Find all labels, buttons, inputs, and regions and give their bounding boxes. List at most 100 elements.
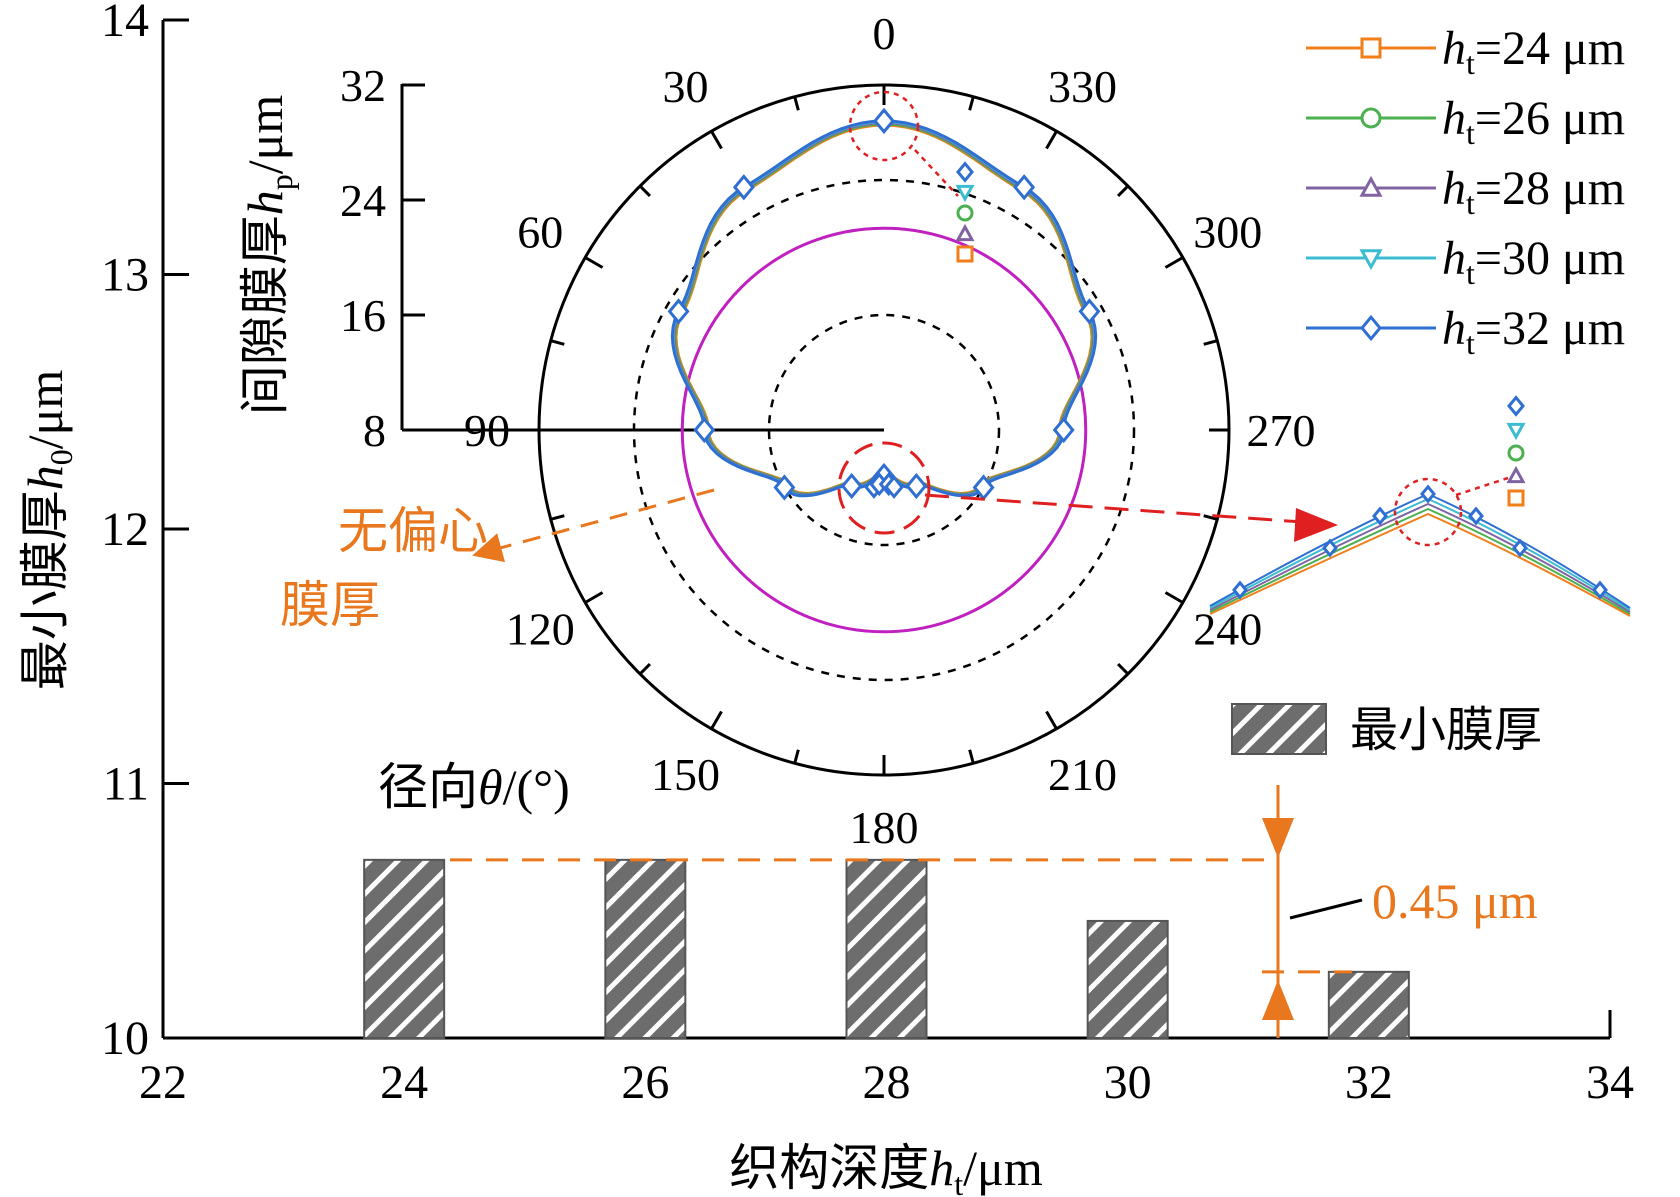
angle-tick-label: 180 bbox=[850, 802, 919, 853]
zoom-series-line bbox=[1209, 497, 1631, 611]
diamond-marker bbox=[732, 174, 755, 201]
legend-label: ht=28 μm bbox=[1442, 162, 1625, 221]
angle-tick-label: 90 bbox=[464, 405, 510, 456]
y-tick-label: 13 bbox=[101, 249, 149, 302]
polar-series-line bbox=[674, 123, 1094, 495]
radial-tick-label: 16 bbox=[340, 290, 386, 341]
square-marker bbox=[1360, 37, 1382, 59]
no-eccentric-label-line2: 膜厚 bbox=[280, 577, 380, 633]
polar-angle-tick bbox=[584, 591, 604, 604]
bar bbox=[1327, 970, 1410, 1040]
y-tick-label: 12 bbox=[101, 503, 149, 556]
angle-axis-title: 径向θ/(°) bbox=[378, 759, 570, 815]
x-axis-title: 织构深度ht/μm bbox=[729, 1140, 1043, 1197]
diamond-marker bbox=[1360, 314, 1382, 342]
zoom-leader-top bbox=[914, 149, 959, 197]
polar-angle-tick bbox=[968, 96, 975, 111]
angle-tick-label: 60 bbox=[517, 207, 563, 258]
polar-angle-tick bbox=[1203, 514, 1218, 521]
legend-label: ht=24 μm bbox=[1442, 22, 1625, 81]
x-tick-label: 26 bbox=[621, 1056, 669, 1109]
polar-angle-tick bbox=[793, 749, 800, 764]
diamond-marker bbox=[1232, 580, 1248, 600]
y-axis-title: 最小膜厚h0/μm bbox=[17, 370, 79, 691]
diamond-marker bbox=[873, 107, 895, 135]
diamond-marker bbox=[1420, 484, 1436, 504]
zoom-circle-top bbox=[848, 90, 920, 162]
polar-angle-tick bbox=[584, 256, 604, 269]
zoom-series-line bbox=[1209, 512, 1631, 617]
polar-angle-tick bbox=[793, 96, 800, 111]
annotation-leader-line bbox=[1289, 898, 1363, 920]
diamond-marker bbox=[1322, 538, 1338, 558]
difference-label: 0.45 μm bbox=[1372, 873, 1538, 929]
circle-marker bbox=[956, 204, 974, 222]
square-marker bbox=[1507, 489, 1525, 507]
polar-angle-tick bbox=[550, 514, 565, 521]
diamond-marker bbox=[1372, 506, 1388, 526]
zoom-detail-circle bbox=[1393, 477, 1463, 547]
triangle-down-marker bbox=[955, 184, 975, 203]
y-ticks: 10 11 12 13 14 bbox=[101, 0, 189, 1065]
circle-marker bbox=[1507, 444, 1525, 462]
x-tick-label: 32 bbox=[1345, 1056, 1393, 1109]
polar-angle-tick bbox=[710, 710, 723, 730]
bar-legend: 最小膜厚 bbox=[1231, 703, 1542, 757]
diamond-marker bbox=[773, 474, 796, 501]
zoom-detail-leader bbox=[1455, 476, 1509, 497]
radial-tick-label: 32 bbox=[340, 60, 386, 111]
legend-label: ht=30 μm bbox=[1442, 232, 1625, 291]
x-ticks: 22 24 26 28 30 32 34 bbox=[139, 1012, 1634, 1109]
polar-series bbox=[667, 107, 1101, 501]
radial-axis-title: 间隙膜厚hp/μm bbox=[237, 95, 299, 416]
arrow-down-icon bbox=[1262, 818, 1294, 858]
y-tick-label: 14 bbox=[101, 0, 149, 47]
red-dashed-arrow bbox=[924, 493, 1331, 526]
bar-legend-swatch bbox=[1231, 703, 1327, 755]
radial-tick-label: 24 bbox=[340, 175, 386, 226]
bar bbox=[363, 858, 446, 1039]
y-tick-label: 11 bbox=[103, 758, 149, 811]
polar-angle-tick bbox=[1045, 130, 1058, 150]
polar-angle-tick bbox=[1116, 662, 1130, 676]
bar bbox=[1086, 919, 1169, 1039]
diamond-marker bbox=[1592, 580, 1608, 600]
polar-series-line bbox=[673, 122, 1095, 496]
angle-tick-label: 210 bbox=[1048, 749, 1117, 800]
zoom-circle-bottom bbox=[837, 441, 931, 535]
no-eccentric-label-line1: 无偏心 bbox=[338, 503, 488, 559]
zoom-series-line bbox=[1209, 507, 1631, 615]
angle-tick-label: 0 bbox=[873, 8, 896, 59]
angle-tick-label: 120 bbox=[506, 604, 575, 655]
x-tick-label: 28 bbox=[863, 1056, 911, 1109]
polar-grid-circle bbox=[767, 313, 1001, 547]
diamond-marker bbox=[956, 161, 974, 183]
x-tick-label: 34 bbox=[1586, 1056, 1634, 1109]
angle-tick-label: 150 bbox=[651, 749, 720, 800]
polar-angle-tick bbox=[968, 749, 975, 764]
triangle-up-marker bbox=[1359, 175, 1383, 197]
x-tick-label: 30 bbox=[1104, 1056, 1152, 1109]
diamond-marker bbox=[1468, 506, 1484, 526]
diamond-marker bbox=[1507, 395, 1525, 417]
diamond-marker bbox=[905, 472, 928, 500]
angle-tick-label: 300 bbox=[1193, 207, 1262, 258]
angle-tick-label: 270 bbox=[1247, 405, 1316, 456]
polar-angle-tick bbox=[550, 339, 565, 346]
no-eccentric-annotation: 无偏心 膜厚 bbox=[280, 488, 715, 633]
triangle-down-marker bbox=[1359, 249, 1383, 271]
x-tick-label: 24 bbox=[380, 1056, 428, 1109]
triangle-down-marker bbox=[1506, 422, 1526, 441]
polar-angle-tick bbox=[638, 662, 652, 676]
polar-angle-tick bbox=[710, 130, 723, 150]
angle-tick-label: 30 bbox=[663, 61, 709, 112]
polar-angle-labels: 0 30 60 90 120 150 180 210 240 270 300 330 bbox=[464, 8, 1316, 853]
bar-legend-label: 最小膜厚 bbox=[1350, 704, 1542, 757]
diamond-marker bbox=[884, 475, 904, 499]
zoom-series-line bbox=[1209, 502, 1631, 613]
polar-angle-tick bbox=[1045, 710, 1058, 730]
triangle-up-marker bbox=[955, 223, 975, 242]
arrow-up-icon bbox=[1262, 980, 1294, 1020]
diamond-marker bbox=[667, 298, 690, 325]
